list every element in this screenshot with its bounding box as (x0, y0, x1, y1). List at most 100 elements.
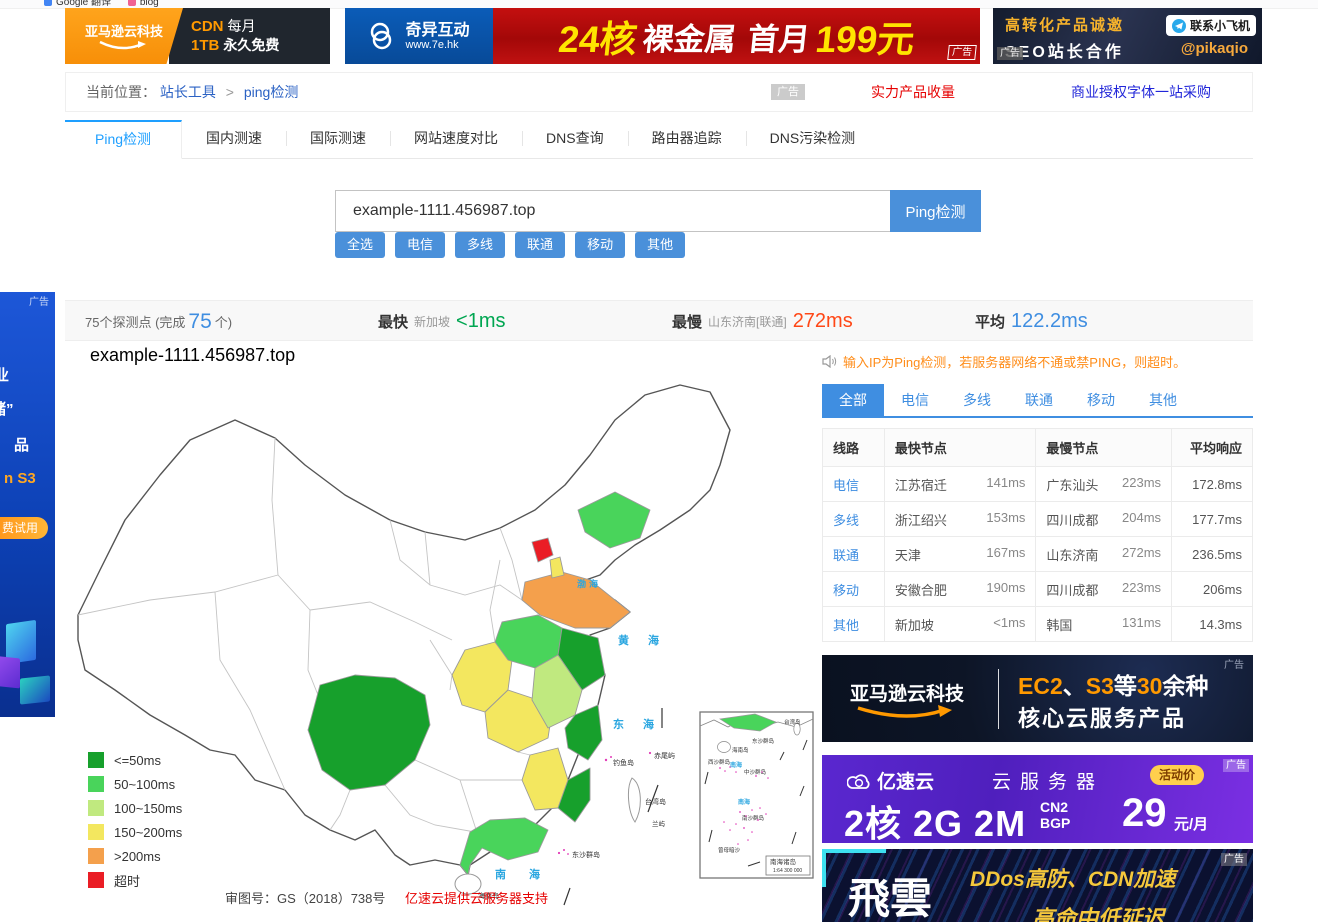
col-header-fastest: 最快节点 (883, 428, 1037, 467)
notice-text: 输入IP为Ping检测，若服务器网络不通或禁PING，则超时。 (843, 355, 1187, 370)
corner-accent (822, 849, 886, 887)
island-label-lanyu: 兰屿 (652, 819, 666, 828)
breadcrumb-home-link[interactable]: 站长工具 (159, 84, 216, 100)
cell-line[interactable]: 联通 (822, 536, 885, 572)
yisu-price-unit: 元/月 (1174, 816, 1209, 833)
map-title: example-1111.456987.top (90, 345, 296, 365)
filter-multiline-button[interactable]: 多线 (455, 232, 506, 258)
cell-avg: 206ms (1171, 571, 1253, 607)
cell-line[interactable]: 多线 (822, 501, 885, 537)
island-label-diaoyu: 钓鱼岛 (613, 758, 634, 767)
china-ping-map[interactable]: 渤海 黄 海 东 海 南 海 钓鱼岛 赤尾屿 台湾岛 兰屿 东沙群岛 海南岛 台… (70, 360, 815, 908)
province-tianjin[interactable] (549, 556, 565, 579)
promo-link-red[interactable]: 实力产品收量 (871, 84, 955, 100)
breadcrumb: 当前位置： 站长工具 > ping检测 (86, 73, 298, 111)
promo-link-blue[interactable]: 商业授权字体一站采购 (1071, 84, 1211, 100)
promo-price-tag: 活动价 (1150, 765, 1205, 785)
bookmark-blog[interactable]: blog (139, 0, 159, 8)
telegram-contact-pill[interactable]: 联系小飞机 (1165, 15, 1256, 36)
province-jiangsu[interactable] (557, 627, 606, 691)
seo-handle: @pikaqio (1180, 40, 1248, 57)
banner-seo-coop[interactable]: 高转化产品诚邀 SEO站长合作 联系小飞机 @pikaqio 广告 (993, 8, 1262, 64)
col-header-avg: 平均响应 (1171, 428, 1253, 467)
filter-other-button[interactable]: 其他 (635, 232, 686, 258)
tab-traceroute[interactable]: 路由器追踪 (627, 120, 746, 158)
result-tab-telecom[interactable]: 电信 (901, 392, 929, 408)
province-fujian[interactable] (557, 767, 591, 823)
province-zhejiang[interactable] (564, 704, 603, 761)
map-legend: <=50ms 50~100ms 100~150ms 150~200ms >200… (88, 752, 182, 896)
ad-amazon-cloud[interactable]: 亚马逊云科技 EC2、S3等30余种 核心云服务产品 广告 (822, 655, 1253, 742)
table-header-row: 线路 最快节点 最慢节点 平均响应 (822, 428, 1253, 467)
bookmarks[interactable]: Google 翻译 blog (30, 0, 159, 8)
ping-result-table: 线路 最快节点 最慢节点 平均响应 电信 江苏宿迁 141ms 广东汕头 223ms… (822, 428, 1253, 642)
inset-label-xisha: 西沙群岛 (708, 758, 731, 766)
background-streaks (822, 849, 1253, 922)
sea-label-donghai: 东 海 (613, 717, 662, 731)
tab-domestic-speed[interactable]: 国内测速 (206, 130, 263, 146)
tab-international-speed[interactable]: 国际测速 (286, 120, 390, 158)
ping-submit-button[interactable]: Ping检测 (890, 190, 981, 232)
inset-scale: 1:64 300 000 (773, 868, 802, 874)
domain-input[interactable] (335, 190, 891, 232)
cell-avg: 172.8ms (1171, 466, 1253, 502)
result-tab-mobile[interactable]: 移动 (1087, 392, 1115, 408)
inset-label-dongsha: 东沙群岛 (752, 737, 775, 745)
sidebar-ad-text: 业 (0, 367, 10, 384)
cell-avg: 14.3ms (1171, 606, 1253, 642)
island-taiwan[interactable] (627, 777, 641, 823)
sponsor-link[interactable]: 亿速云提供云服务器支持 (405, 891, 549, 906)
tab-dns-query[interactable]: DNS查询 (522, 120, 628, 158)
tab-dns-pollution[interactable]: DNS污染检测 (745, 120, 880, 158)
stat-fastest: 最快 新加坡 <1ms (378, 301, 506, 342)
amazon-smile-icon (857, 705, 952, 718)
cdn-text: CDN (191, 18, 224, 35)
table-row: 其他 新加坡 <1ms 韩国 131ms 14.3ms (822, 606, 1253, 642)
province-beijing[interactable] (531, 537, 554, 563)
sidebar-ad-text: 存储” (0, 401, 14, 418)
free-trial-button[interactable]: 费试用 (0, 517, 48, 539)
filter-mobile-button[interactable]: 移动 (575, 232, 626, 258)
tab-ping[interactable]: Ping检测 (65, 120, 183, 159)
cell-line[interactable]: 其他 (822, 606, 885, 642)
result-tab-multiline[interactable]: 多线 (963, 392, 991, 408)
ad-badge: 广告 (771, 84, 805, 100)
slowest-node: 山东济南[联通] (708, 315, 787, 329)
legend-item: 超时 (88, 872, 182, 889)
average-value: 122.2ms (1011, 310, 1088, 332)
table-row: 联通 天津 167ms 山东济南 272ms 236.5ms (822, 536, 1253, 572)
province-shandong[interactable] (521, 571, 631, 629)
ad-feiyun-ddos[interactable]: 飛雲 DDos高防、CDN加速 高命中低延迟 广告 (822, 849, 1253, 922)
tab-speed-compare[interactable]: 网站速度对比 (390, 120, 522, 158)
cell-avg: 177.7ms (1171, 501, 1253, 537)
province-liaoning[interactable] (577, 491, 651, 549)
filter-unicom-button[interactable]: 联通 (515, 232, 566, 258)
ad-yisu-cloud[interactable]: 亿速云 云服务器 活动价 2核 2G 2M CN2 BGP 29 元/月 广告 (822, 755, 1253, 843)
cell-slowest: 广东汕头 223ms (1035, 466, 1173, 502)
ping-notice: 输入IP为Ping检测，若服务器网络不通或禁PING，则超时。 (822, 352, 1253, 371)
filter-telecom-button[interactable]: 电信 (395, 232, 446, 258)
filter-all-button[interactable]: 全选 (335, 232, 386, 258)
breadcrumb-current-link[interactable]: ping检测 (243, 84, 299, 100)
inset-label-hainan: 海南岛 (732, 746, 749, 754)
map-review-number: 审图号：GS（2018）738号 (225, 891, 386, 906)
province-sichuan[interactable] (307, 674, 431, 791)
cell-line[interactable]: 移动 (822, 571, 885, 607)
island-hainan[interactable] (454, 873, 482, 895)
island-label-taiwan: 台湾岛 (645, 797, 666, 806)
province-guangdong[interactable] (459, 817, 549, 876)
banner-amazon-cdn[interactable]: 亚马逊云科技 CDN 每月 1TB 永久免费 (65, 8, 330, 64)
fastest-value: <1ms (456, 310, 506, 332)
inset-guangdong (719, 713, 777, 732)
result-tab-other[interactable]: 其他 (1149, 392, 1177, 408)
ad-badge: 广告 (1221, 853, 1247, 866)
cell-line[interactable]: 电信 (822, 466, 885, 502)
banner-qiyi-metal[interactable]: 奇异互动 www.7e.hk 24核 裸金属 首月 199元 广告 (345, 8, 980, 64)
seo-line2: SEO站长合作 (1005, 44, 1124, 61)
sidebar-ad-s3[interactable]: 广告 业 存储” 品 n S3 费试用 (0, 292, 55, 717)
result-tab-unicom[interactable]: 联通 (1025, 392, 1053, 408)
result-tab-all[interactable]: 全部 (822, 384, 884, 416)
bookmark-google-translate[interactable]: Google 翻译 (56, 0, 112, 8)
bookmark-favicon (44, 0, 52, 7)
